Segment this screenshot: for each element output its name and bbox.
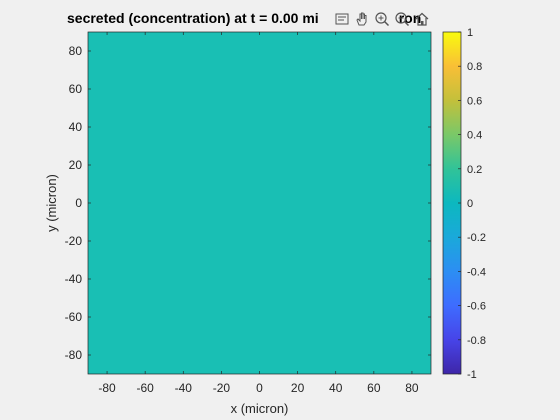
colorbar-ticks: 1 0.8 0.6 0.4 0.2 0 -0.2 -0.4 -0.6 -0.8 -1 [458, 27, 486, 381]
colorbar-tick-label: -1 [467, 369, 477, 381]
zoom-out-icon[interactable] [393, 10, 411, 28]
x-tick-label: -80 [98, 381, 116, 395]
colorbar-tick-label: -0.4 [467, 266, 486, 278]
x-tick-label: 40 [329, 381, 343, 395]
colorbar-tick-label: 1 [467, 27, 473, 39]
y-tick-label: 60 [69, 82, 83, 96]
colorbar-tick-label: -0.8 [467, 335, 486, 347]
x-tick-label: -60 [136, 381, 154, 395]
y-tick-label: 40 [69, 120, 83, 134]
colorbar-tick-label: -0.6 [467, 301, 486, 313]
heatmap-field[interactable] [88, 32, 431, 374]
home-icon[interactable] [413, 10, 431, 28]
zoom-in-icon[interactable] [373, 10, 391, 28]
colorbar-tick-label: 0.4 [467, 130, 482, 142]
y-tick-label: 0 [75, 196, 82, 210]
x-tick-label: 20 [291, 381, 305, 395]
y-tick-label: -40 [65, 272, 83, 286]
colorbar-tick-label: 0.2 [467, 164, 482, 176]
x-tick-label: -40 [175, 381, 193, 395]
x-tick-label: 0 [256, 381, 263, 395]
data-tips-icon[interactable] [333, 10, 351, 28]
pan-hand-icon[interactable] [353, 10, 371, 28]
x-axis-label: x (micron) [231, 401, 289, 416]
x-tick-label: -20 [213, 381, 231, 395]
colorbar-tick-label: 0.6 [467, 95, 482, 107]
colorbar-tick-label: 0 [467, 198, 473, 210]
y-tick-label: -60 [65, 310, 83, 324]
y-tick-label: 20 [69, 158, 83, 172]
axes-toolbar [333, 9, 431, 29]
y-tick-label: -20 [65, 234, 83, 248]
y-tick-label: -80 [65, 348, 83, 362]
colorbar-tick-label: 0.8 [467, 61, 482, 73]
x-tick-label: 60 [367, 381, 381, 395]
colorbar-tick-label: -0.2 [467, 232, 486, 244]
x-tick-label: 80 [405, 381, 419, 395]
y-axis-label: y (micron) [44, 174, 59, 232]
y-tick-label: 80 [69, 44, 83, 58]
